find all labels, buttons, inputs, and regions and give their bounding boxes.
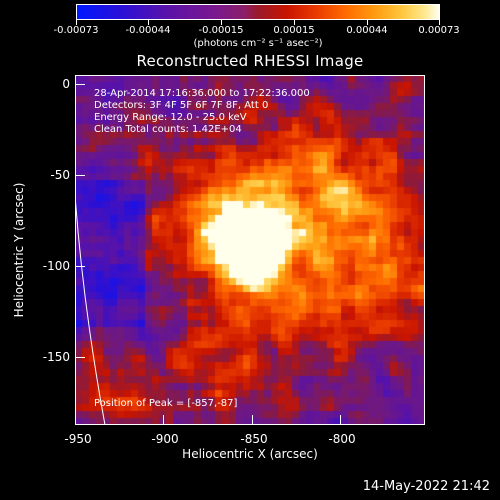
y-tick-label: 0	[62, 77, 70, 91]
x-tick-label: -900	[151, 432, 179, 446]
x-tick-label: -950	[64, 432, 92, 446]
colorbar-tick-label: -0.00044	[125, 25, 171, 36]
time-range-text: 28-Apr-2014 17:16:36.000 to 17:22:36.000	[94, 88, 310, 99]
colorbar-tick-label: -0.00073	[53, 25, 99, 36]
x-tick	[340, 415, 341, 425]
colorbar-tick	[439, 20, 440, 25]
peak-position-text: Position of Peak = [-857,-87]	[94, 398, 238, 409]
x-tick	[163, 415, 164, 425]
colorbar-tick	[76, 20, 77, 25]
y-axis-title: Heliocentric Y (arcsec)	[12, 182, 26, 318]
intensity-map	[75, 75, 425, 425]
y-tick	[75, 357, 85, 358]
x-tick	[252, 415, 253, 425]
x-tick-label: -800	[328, 432, 356, 446]
colorbar-tick	[148, 20, 149, 25]
clean-text: Clean Total counts: 1.42E+04	[94, 124, 242, 135]
y-tick	[75, 175, 85, 176]
y-tick-label: -100	[42, 259, 70, 273]
y-tick	[75, 84, 85, 85]
solar-limb-line	[75, 194, 106, 425]
x-axis-title: Heliocentric X (arcsec)	[182, 447, 318, 461]
image-title: Reconstructed RHESSI Image	[136, 52, 364, 70]
colorbar-tick	[294, 20, 295, 25]
colorbar-tick-label: 0.00073	[418, 25, 460, 36]
y-tick	[75, 266, 85, 267]
y-tick-label: -150	[42, 350, 70, 364]
y-tick-label: -50	[50, 168, 70, 182]
color-bar	[76, 4, 440, 20]
colorbar-tick	[367, 20, 368, 25]
colorbar-units: (photons cm⁻² s⁻¹ asec⁻²)	[193, 38, 323, 49]
timestamp: 14-May-2022 21:42	[362, 479, 490, 494]
colorbar-tick-label: 0.00015	[273, 25, 315, 36]
x-tick	[75, 415, 76, 425]
solar-limb	[75, 194, 106, 425]
colorbar-tick	[221, 20, 222, 25]
x-tick-label: -850	[240, 432, 268, 446]
colorbar-tick-label: -0.00015	[198, 25, 244, 36]
colorbar-tick-label: 0.00044	[346, 25, 388, 36]
detectors-text: Detectors: 3F 4F 5F 6F 7F 8F, Att 0	[94, 100, 269, 111]
rhessi-image	[75, 75, 425, 425]
energy-range-text: Energy Range: 12.0 - 25.0 keV	[94, 112, 247, 123]
